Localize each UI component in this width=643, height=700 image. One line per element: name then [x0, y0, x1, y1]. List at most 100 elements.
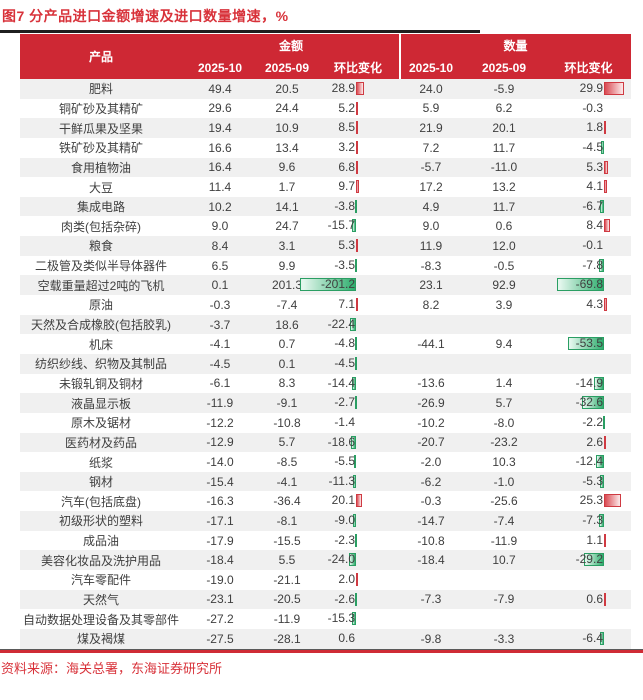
cell-quantity-mom-change: -69.8 — [546, 275, 631, 295]
cell-amount-2025-10: -17.9 — [206, 533, 234, 548]
cell-quantity-2025-09: 5.7 — [495, 396, 513, 411]
cell-quantity-mom-change: -12.4 — [546, 452, 631, 472]
cell-amount-mom-change: -4.5 — [316, 354, 400, 374]
positive-data-bar — [604, 160, 608, 174]
mom-change-value: -15.7 — [327, 218, 355, 233]
cell-product: 自动数据处理设备及其零部件 — [22, 612, 179, 627]
cell-product: 集成电路 — [76, 200, 125, 215]
cell-quantity-2025-09: 11.7 — [492, 140, 516, 155]
figure: 图7 分产品进口金额增速及进口数量增速，% 产品 金额 数量 2025-10 2… — [0, 8, 643, 676]
cell-amount-2025-09: 24.4 — [275, 101, 299, 116]
cell-quantity-mom-change: 4.1 — [546, 177, 631, 197]
cell-product: 初级形状的塑料 — [58, 514, 143, 529]
positive-data-bar — [604, 592, 606, 606]
table-row: 铁矿砂及其精矿 16.6 13.4 3.2 7.2 11.7 -4.5 — [20, 137, 631, 158]
negative-data-bar — [557, 278, 604, 292]
cell-quantity-mom-change: 1.8 — [546, 118, 631, 138]
cell-amount-2025-10: -14.0 — [206, 455, 234, 469]
mom-change-value: -4.5 — [334, 355, 355, 370]
cell-amount-2025-10: 6.5 — [211, 258, 229, 273]
cell-quantity-2025-10: -2.0 — [420, 455, 442, 469]
negative-data-bar — [354, 592, 357, 606]
cell-quantity-2025-10: 8.2 — [422, 297, 440, 312]
cell-amount-mom-change: -3.8 — [316, 197, 400, 217]
mom-change-value: -7.8 — [582, 257, 603, 272]
figure-title: 图7 分产品进口金额增速及进口数量增速，% — [2, 8, 289, 24]
mom-change-value: 5.3 — [586, 159, 603, 174]
cell-quantity-2025-09: -3.3 — [493, 631, 515, 646]
cell-quantity-2025-09: 12.0 — [492, 238, 516, 253]
cell-quantity-2025-10: -7.3 — [420, 592, 442, 607]
cell-amount-2025-09: -20.5 — [273, 592, 301, 607]
cell-product: 机床 — [88, 337, 113, 352]
cell-quantity-mom-change: -6.7 — [546, 197, 631, 217]
table-row: 二极管及类似半导体器件 6.5 9.9 -3.5 -8.3 -0.5 -7.8 — [20, 255, 631, 276]
cell-amount-2025-10: -4.5 — [209, 356, 231, 371]
positive-data-bar — [604, 435, 606, 449]
negative-data-bar — [349, 317, 356, 331]
cell-amount-2025-09: 5.7 — [278, 435, 296, 450]
cell-amount-mom-change: -15.3 — [316, 609, 400, 629]
table-row: 大豆 11.4 1.7 9.7 17.2 13.2 4.1 — [20, 177, 631, 197]
header-group-divider — [399, 34, 401, 79]
cell-amount-mom-change: -1.4 — [316, 413, 400, 433]
mom-change-value: 0.6 — [586, 591, 603, 606]
cell-amount-2025-09: -10.8 — [273, 415, 301, 430]
mom-change-value: -0.1 — [582, 238, 603, 253]
negative-data-bar — [584, 553, 604, 567]
cell-amount-2025-09: 1.7 — [278, 180, 296, 195]
table-row: 美容化妆品及洗护用品 -18.4 5.5 -24.0 -18.4 10.7 -29.2 — [20, 550, 631, 571]
mom-change-value: 4.3 — [586, 297, 603, 312]
cell-quantity-2025-10: 5.9 — [422, 101, 440, 116]
cell-quantity-mom-change: -29.2 — [546, 550, 631, 570]
cell-quantity-2025-09: -7.9 — [493, 592, 515, 607]
cell-amount-mom-change: -14.4 — [316, 374, 400, 394]
mom-change-value: -2.2 — [582, 414, 603, 429]
cell-quantity-mom-change: 0.6 — [546, 590, 631, 610]
cell-amount-mom-change: 9.7 — [316, 177, 400, 197]
cell-amount-2025-10: -19.0 — [206, 572, 234, 587]
cell-amount-mom-change: 5.2 — [316, 99, 400, 119]
cell-quantity-mom-change — [546, 570, 631, 590]
mom-change-value: -4.8 — [334, 336, 355, 351]
positive-data-bar — [356, 121, 359, 135]
positive-data-bar — [604, 121, 606, 135]
mom-change-value: -24.0 — [327, 552, 355, 567]
cell-quantity-2025-10: -8.3 — [420, 258, 442, 273]
positive-data-bar — [604, 82, 625, 95]
cell-amount-mom-change: -5.5 — [316, 452, 400, 472]
cell-amount-mom-change: 3.2 — [316, 138, 400, 158]
cell-product: 天然气 — [82, 592, 119, 607]
mom-change-value: -4.5 — [582, 139, 603, 154]
cell-product: 空载重量超过2吨的飞机 — [37, 278, 165, 293]
mom-change-value: -12.4 — [575, 454, 603, 469]
header-amount-2025-10: 2025-10 — [197, 60, 243, 75]
cell-quantity-mom-change — [546, 354, 631, 374]
negative-data-bar — [354, 533, 357, 547]
mom-change-value: 4.1 — [586, 179, 603, 194]
cell-product: 纺织纱线、织物及其制品 — [34, 357, 167, 372]
negative-data-bar — [582, 396, 604, 410]
cell-quantity-mom-change: -2.2 — [546, 413, 631, 433]
cell-amount-mom-change: -11.3 — [316, 472, 400, 492]
mom-change-value: -201.2 — [320, 277, 355, 292]
cell-quantity-2025-09: -5.9 — [493, 81, 515, 96]
negative-data-bar — [351, 612, 356, 626]
table-bottom-rule — [0, 648, 643, 653]
positive-data-bar — [604, 219, 610, 233]
cell-product: 汽车零配件 — [70, 573, 131, 588]
cell-quantity-2025-09: 10.7 — [492, 553, 516, 568]
cell-amount-2025-09: 9.9 — [278, 258, 296, 273]
mom-change-value: 2.6 — [586, 434, 603, 449]
table-row: 铜矿砂及其精矿 29.6 24.4 5.2 5.9 6.2 -0.3 — [20, 98, 631, 119]
cell-quantity-mom-change: -0.3 — [546, 99, 631, 119]
cell-amount-2025-09: 9.6 — [278, 160, 296, 175]
mom-change-value: -29.2 — [575, 552, 603, 567]
mom-change-value: 28.9 — [331, 81, 355, 95]
cell-quantity-2025-09: 1.4 — [495, 376, 513, 391]
cell-product: 干鲜瓜果及坚果 — [58, 121, 143, 136]
cell-quantity-2025-10: -14.7 — [417, 513, 445, 528]
cell-quantity-mom-change: -32.6 — [546, 393, 631, 413]
cell-quantity-2025-09: 6.2 — [495, 101, 513, 116]
mom-change-value: -5.5 — [334, 454, 355, 469]
